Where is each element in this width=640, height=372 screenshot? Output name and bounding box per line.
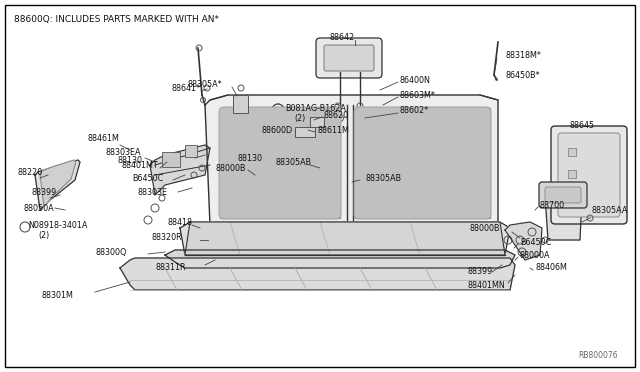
Text: 88130: 88130 (117, 155, 142, 164)
Text: 88399: 88399 (32, 187, 57, 196)
Polygon shape (545, 192, 582, 240)
Text: 88401MN: 88401MN (468, 280, 506, 289)
Text: RB800076: RB800076 (579, 351, 618, 360)
Text: N08918-3401A: N08918-3401A (28, 221, 88, 230)
Text: 88311R: 88311R (155, 263, 186, 273)
Text: 88305AB: 88305AB (275, 157, 311, 167)
Text: 88418: 88418 (168, 218, 193, 227)
Text: 88401MT: 88401MT (122, 160, 159, 170)
Text: (2): (2) (38, 231, 49, 240)
FancyBboxPatch shape (219, 107, 341, 219)
Text: 88220: 88220 (18, 167, 44, 176)
Text: 88305A*: 88305A* (188, 80, 223, 89)
Text: 88320R: 88320R (152, 232, 182, 241)
Text: B081AG-B162A: B081AG-B162A (285, 103, 346, 112)
Polygon shape (505, 222, 542, 260)
Polygon shape (40, 160, 76, 207)
Text: 88318M*: 88318M* (505, 51, 541, 60)
Polygon shape (165, 250, 515, 268)
Polygon shape (355, 108, 490, 218)
FancyBboxPatch shape (316, 38, 382, 78)
Text: 88301M: 88301M (42, 291, 74, 299)
Text: 88000B: 88000B (470, 224, 500, 232)
Text: B6450C: B6450C (520, 237, 551, 247)
Bar (310, 117, 324, 127)
FancyBboxPatch shape (354, 107, 491, 219)
Polygon shape (220, 108, 340, 218)
Text: 88611M: 88611M (317, 125, 349, 135)
FancyBboxPatch shape (545, 187, 581, 203)
Bar (185, 145, 197, 157)
Text: (2): (2) (294, 113, 305, 122)
Text: 88600Q: INCLUDES PARTS MARKED WITH AN*: 88600Q: INCLUDES PARTS MARKED WITH AN* (14, 15, 219, 24)
Text: 88050A: 88050A (24, 203, 54, 212)
FancyBboxPatch shape (558, 133, 620, 217)
Text: 88700: 88700 (540, 201, 565, 209)
Bar (568, 170, 576, 178)
Polygon shape (120, 258, 515, 290)
Polygon shape (180, 222, 510, 255)
Bar (295, 127, 315, 137)
Text: 88305AB: 88305AB (365, 173, 401, 183)
Text: 86400N: 86400N (400, 76, 431, 84)
Text: 88130: 88130 (238, 154, 263, 163)
Bar (162, 152, 180, 167)
Polygon shape (205, 95, 498, 228)
Text: 88000A: 88000A (520, 250, 550, 260)
FancyBboxPatch shape (551, 126, 627, 224)
Text: 88305AA: 88305AA (592, 205, 628, 215)
Circle shape (272, 104, 284, 116)
Text: 86450B*: 86450B* (505, 71, 540, 80)
Text: 88300Q: 88300Q (95, 247, 126, 257)
Polygon shape (150, 145, 210, 195)
Text: 88399: 88399 (468, 267, 493, 276)
Polygon shape (185, 222, 505, 255)
Text: 88000B: 88000B (215, 164, 246, 173)
Text: 88406M: 88406M (535, 263, 567, 273)
Bar (233, 95, 248, 113)
Polygon shape (35, 160, 80, 210)
Text: 88645: 88645 (570, 121, 595, 129)
Text: 88461M: 88461M (88, 134, 120, 142)
Text: 88642: 88642 (330, 32, 355, 42)
FancyBboxPatch shape (324, 45, 374, 71)
Text: 88602*: 88602* (400, 106, 429, 115)
Text: 88303EA: 88303EA (105, 148, 141, 157)
Text: 88603M*: 88603M* (400, 90, 436, 99)
FancyBboxPatch shape (539, 182, 587, 208)
Text: 88303E: 88303E (138, 187, 168, 196)
Text: 88600D: 88600D (262, 125, 293, 135)
Text: B6450C: B6450C (132, 173, 163, 183)
Text: 88620: 88620 (323, 110, 348, 119)
Text: 88641*: 88641* (172, 83, 201, 93)
Bar (568, 148, 576, 156)
